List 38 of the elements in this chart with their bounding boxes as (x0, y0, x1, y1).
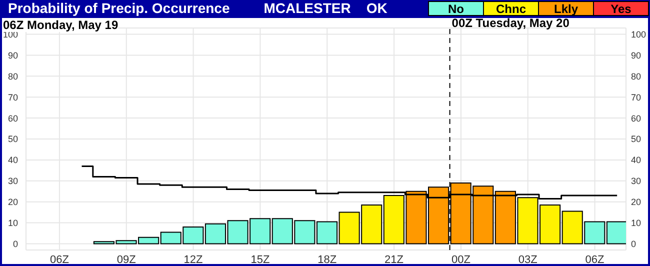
legend-label: Chnc (496, 2, 526, 16)
x-tick-label: 09Z (116, 254, 136, 266)
y2-tick-label: 60 (631, 113, 642, 124)
ref-line-label: 00Z Tuesday, May 20 (452, 16, 570, 30)
y2-tick-label: 100 (631, 29, 646, 40)
x-tick-label: 03Z (518, 254, 538, 266)
y2-tick-label: 30 (631, 176, 642, 186)
y-tick-label: 20 (8, 197, 18, 208)
y-tick-label: 0 (12, 238, 18, 249)
legend-label: Yes (610, 2, 632, 16)
y-tick-label: 30 (8, 176, 18, 186)
chart-title: Probability of Precip. Occurrence (8, 0, 230, 16)
annotation: 06Z Monday, May 19 (3, 18, 118, 32)
y2-tick-label: 70 (631, 92, 642, 102)
x-tick-label: 00Z (451, 254, 471, 266)
x-tick-label: 06Z (585, 254, 605, 266)
x-tick-label: 18Z (318, 254, 337, 266)
y2-tick-label: 90 (631, 50, 642, 60)
x-tick-label: 21Z (384, 254, 404, 266)
y-tick-label: 70 (8, 92, 18, 102)
x-tick-label: 15Z (250, 254, 270, 266)
y2-tick-label: 50 (631, 134, 642, 144)
y2-tick-label: 80 (631, 71, 642, 82)
legend-label: Lkly (554, 2, 578, 16)
y-tick-label: 10 (8, 218, 18, 228)
x-tick-label: 06Z (50, 254, 70, 266)
y-tick-label: 90 (8, 50, 18, 60)
y2-tick-label: 10 (631, 218, 642, 228)
y-tick-label: 50 (8, 134, 18, 144)
y-tick-label: 40 (8, 155, 18, 166)
legend-label: No (448, 2, 464, 16)
y-tick-label: 80 (8, 71, 18, 82)
y2-tick-label: 0 (631, 238, 636, 249)
y2-tick-label: 20 (631, 197, 642, 208)
y-tick-label: 60 (8, 113, 18, 124)
chart-subtitle: MCALESTER OK (264, 0, 388, 16)
x-tick-label: 12Z (184, 254, 204, 266)
y2-tick-label: 40 (631, 155, 642, 166)
